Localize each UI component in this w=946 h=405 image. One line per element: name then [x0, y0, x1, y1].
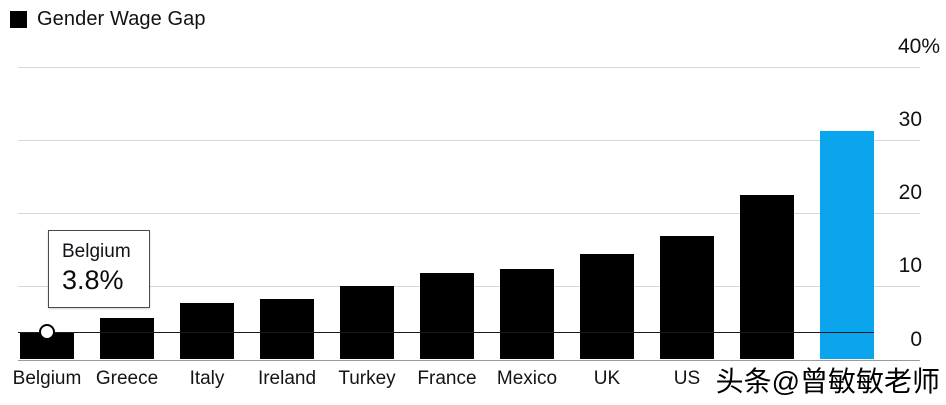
x-tick-label-Mexico: Mexico	[496, 368, 558, 389]
bar-Mexico[interactable]	[500, 269, 554, 359]
bar-UK[interactable]	[580, 254, 634, 359]
legend: Gender Wage Gap	[10, 8, 206, 31]
tooltip-country: Belgium	[62, 241, 131, 262]
gridline-0	[18, 360, 920, 361]
bar-Turkey[interactable]	[340, 286, 394, 359]
bar-hidden-9[interactable]	[740, 195, 794, 359]
gridline-30	[18, 140, 920, 141]
x-tick-label-UK: UK	[593, 368, 621, 389]
y-tick-label-40: 40%	[897, 35, 940, 58]
x-tick-label-Ireland: Ireland	[257, 368, 317, 389]
gridline-40	[18, 67, 920, 68]
gridline-20	[18, 213, 920, 214]
x-tick-label-Belgium: Belgium	[12, 368, 82, 389]
bar-France[interactable]	[420, 273, 474, 359]
bar-Italy[interactable]	[180, 303, 234, 359]
bar-Ireland[interactable]	[260, 299, 314, 359]
bar-hidden-10[interactable]	[820, 131, 874, 359]
x-tick-label-Turkey: Turkey	[338, 368, 396, 389]
legend-label: Gender Wage Gap	[37, 8, 206, 30]
reference-line	[18, 332, 874, 333]
watermark: 头条@曾敏敏老师	[715, 366, 940, 397]
y-tick-label-20: 20	[898, 181, 922, 204]
x-tick-label-US: US	[673, 368, 701, 389]
x-tick-label-Italy: Italy	[189, 368, 225, 389]
x-tick-label-Greece: Greece	[95, 368, 159, 389]
legend-swatch-icon	[10, 11, 27, 28]
bar-US[interactable]	[660, 236, 714, 359]
x-tick-label-France: France	[417, 368, 477, 389]
tooltip: Belgium 3.8%	[48, 230, 150, 308]
bar-Greece[interactable]	[100, 318, 154, 359]
y-tick-label-10: 10	[898, 254, 922, 277]
belgium-marker-icon	[39, 324, 55, 340]
tooltip-value: 3.8%	[62, 264, 124, 295]
y-tick-label-0: 0	[910, 328, 922, 351]
y-tick-label-30: 30	[898, 108, 922, 131]
